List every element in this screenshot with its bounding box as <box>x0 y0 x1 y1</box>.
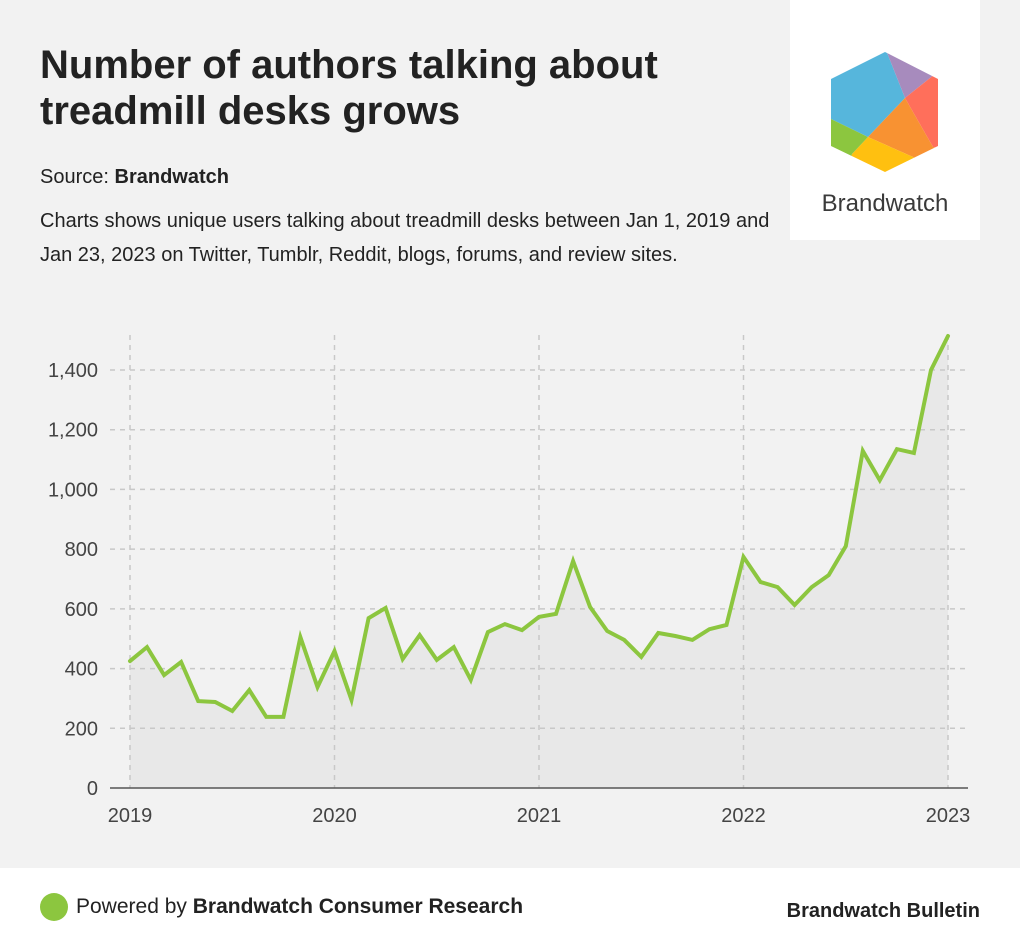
brandwatch-logo: Brandwatch <box>790 0 980 240</box>
x-tick-label: 2021 <box>517 805 562 827</box>
y-tick-label: 200 <box>65 718 98 740</box>
x-tick-label: 2020 <box>312 805 357 827</box>
logo-wordmark: Brandwatch <box>821 190 949 217</box>
green-dot-icon <box>40 893 68 921</box>
hexagon-logo-icon <box>831 52 938 172</box>
y-tick-label: 0 <box>87 778 98 800</box>
chart-title: Number of authors talking about treadmil… <box>40 43 658 133</box>
footer: Powered by Brandwatch Consumer Research … <box>0 868 1020 950</box>
chart-description: Charts shows unique users talking about … <box>40 210 770 266</box>
source-name: Brandwatch <box>114 166 229 188</box>
source-label: Source: <box>40 166 109 188</box>
y-tick-label: 1,000 <box>48 479 98 501</box>
x-tick-label: 2023 <box>926 805 971 827</box>
y-tick-label: 1,200 <box>48 420 98 442</box>
brandwatch-bulletin: Brandwatch Bulletin <box>786 900 980 922</box>
y-tick-label: 800 <box>65 539 98 561</box>
y-tick-label: 1,400 <box>48 360 98 382</box>
area-fill <box>130 336 948 788</box>
line-chart: 0 200 400 600 800 1,000 1,200 1,400 2019 2020 2021… <box>48 334 971 827</box>
x-tick-label: 2022 <box>721 805 766 827</box>
source-line: Source: Brandwatch <box>40 166 229 189</box>
powered-name: Brandwatch Consumer Research <box>192 895 524 918</box>
x-tick-label: 2019 <box>108 805 153 827</box>
y-tick-label: 600 <box>65 599 98 621</box>
y-tick-label: 400 <box>65 659 98 681</box>
powered-by: Powered by Brandwatch Consumer Research <box>40 893 523 921</box>
powered-prefix: Powered by <box>76 895 187 918</box>
